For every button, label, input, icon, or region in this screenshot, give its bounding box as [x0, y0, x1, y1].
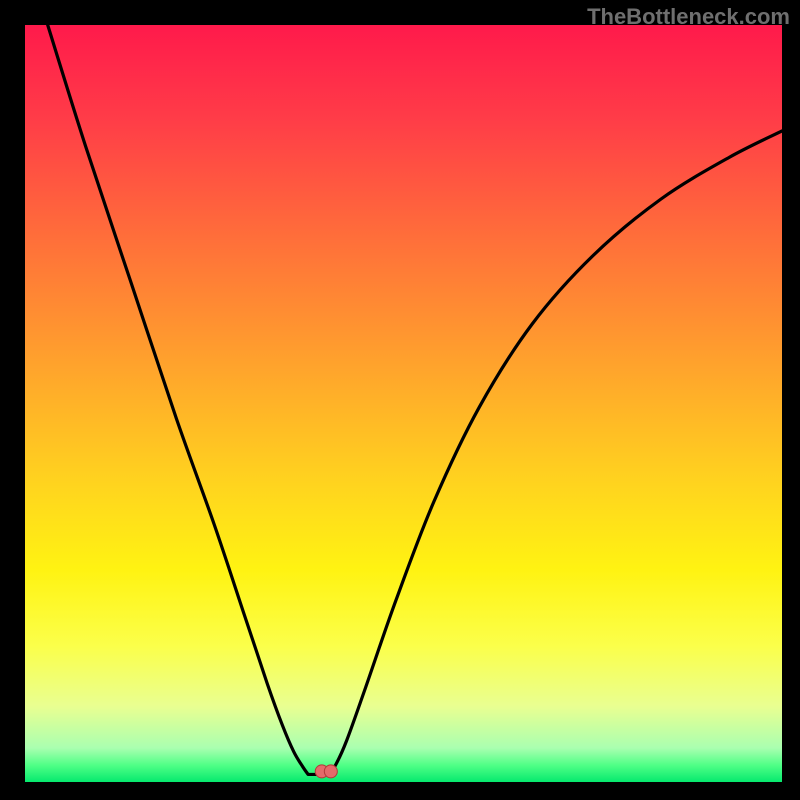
chart-container: TheBottleneck.com: [0, 0, 800, 800]
chart-svg: [0, 0, 800, 800]
watermark-text: TheBottleneck.com: [587, 4, 790, 30]
marker-dot-1: [324, 765, 337, 778]
plot-background: [25, 25, 782, 782]
markers-group: [315, 765, 337, 778]
